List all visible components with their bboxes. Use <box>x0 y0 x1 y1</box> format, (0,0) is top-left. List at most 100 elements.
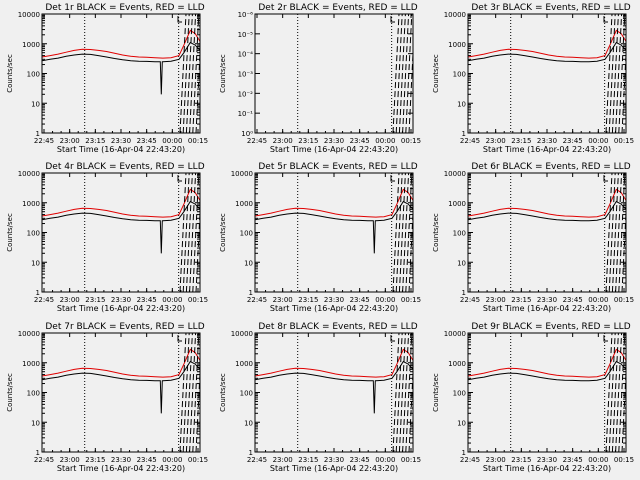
events-series-line <box>255 200 413 254</box>
x-tick-label: 00:15 <box>188 456 208 464</box>
x-tick-label: 00:00 <box>162 137 182 145</box>
panel-title: Det 1r BLACK = Events, RED = LLD <box>45 3 204 13</box>
dashed-marker <box>618 14 626 133</box>
panel-1: Det 1r BLACK = Events, RED = LLD 1 10 100 10… <box>6 3 208 154</box>
x-tick-label: 00:15 <box>401 456 421 464</box>
y-axis-label: Counts/sec <box>219 213 227 252</box>
plot-frame <box>467 13 627 134</box>
panel-title: Det 4r BLACK = Events, RED = LLD <box>45 162 204 172</box>
x-tick-label: 23:15 <box>85 137 105 145</box>
x-tick-label: 23:30 <box>324 296 344 304</box>
events-series-line <box>255 360 413 414</box>
events-series-line <box>468 200 626 222</box>
x-tick-label: 22:45 <box>460 296 480 304</box>
x-tick-label: 00:15 <box>614 137 634 145</box>
y-tick-label: 10 <box>244 259 253 267</box>
x-tick-label: 23:15 <box>85 296 105 304</box>
panel-title: Det 8r BLACK = Events, RED = LLD <box>258 322 417 332</box>
bracket-marker <box>177 16 182 23</box>
y-tick-label: 1000 <box>448 360 466 368</box>
events-series-line <box>468 360 626 382</box>
x-axis-label: Start Time (16-Apr-04 22:43:20) <box>270 304 398 313</box>
x-tick-label: 23:15 <box>298 137 318 145</box>
y-tick-label: 1000 <box>22 41 40 49</box>
x-axis-label: Start Time (16-Apr-04 22:43:20) <box>270 464 398 473</box>
x-axis-label: Start Time (16-Apr-04 22:43:20) <box>270 145 398 154</box>
panel-title: Det 2r BLACK = Events, RED = LLD <box>258 3 417 13</box>
dashed-marker <box>179 14 187 133</box>
dashed-marker <box>405 14 413 133</box>
y-tick-label: 1 <box>36 130 40 138</box>
dashed-marker <box>398 14 406 133</box>
dashed-marker <box>189 14 197 133</box>
lld-series-line <box>255 188 413 218</box>
x-tick-label: 23:00 <box>273 296 293 304</box>
lld-series-line <box>468 188 626 218</box>
panel-7: Det 7r BLACK = Events, RED = LLD 1 10 100 10… <box>6 322 208 473</box>
dashed-marker <box>392 173 400 292</box>
y-tick-label: 10 <box>457 259 466 267</box>
y-axis-label: Counts/sec <box>219 373 227 412</box>
x-tick-label: 22:45 <box>34 296 54 304</box>
y-tick-label: 10000 <box>18 330 40 338</box>
panel-6: Det 6r BLACK = Events, RED = LLD 1 10 100 10… <box>432 162 634 313</box>
dashed-marker <box>611 14 619 133</box>
dashed-marker <box>608 333 616 452</box>
dashed-marker <box>615 173 623 292</box>
plot-frame <box>254 13 414 134</box>
dashed-marker <box>392 14 400 133</box>
y-tick-label: 1000 <box>235 200 253 208</box>
panel-2: Det 2r BLACK = Events, RED = LLD 10⁰ 10⁻¹ 1… <box>219 3 421 154</box>
dashed-marker <box>185 333 193 452</box>
y-tick-label: 10 <box>457 419 466 427</box>
y-tick-label: 10000 <box>444 330 466 338</box>
x-tick-label: 00:00 <box>162 456 182 464</box>
y-tick-label: 1000 <box>22 200 40 208</box>
x-tick-label: 23:30 <box>324 456 344 464</box>
dashed-marker <box>395 14 403 133</box>
y-tick-label: 10 <box>244 419 253 427</box>
dashed-marker <box>182 14 190 133</box>
events-series-line <box>468 41 626 63</box>
x-tick-label: 23:15 <box>511 456 531 464</box>
dashed-marker <box>182 173 190 292</box>
x-tick-label: 23:45 <box>350 296 370 304</box>
panel-title: Det 5r BLACK = Events, RED = LLD <box>258 162 417 172</box>
x-tick-label: 23:15 <box>511 137 531 145</box>
y-axis-label: Counts/sec <box>432 373 440 412</box>
dashed-marker <box>395 333 403 452</box>
x-axis-label: Start Time (16-Apr-04 22:43:20) <box>483 145 611 154</box>
y-tick-label: 10⁻⁶ <box>238 11 254 19</box>
plot-frame <box>254 332 414 453</box>
events-series-line <box>42 41 200 95</box>
dashed-marker <box>395 173 403 292</box>
bracket-marker <box>177 335 182 342</box>
x-tick-label: 22:45 <box>460 137 480 145</box>
dashed-marker <box>408 43 413 133</box>
lld-series-line <box>42 348 200 378</box>
dashed-marker <box>618 173 626 292</box>
plot-frame <box>254 172 414 293</box>
x-tick-label: 22:45 <box>247 456 267 464</box>
y-tick-label: 10000 <box>444 11 466 19</box>
x-tick-label: 23:30 <box>111 296 131 304</box>
dashed-marker <box>611 333 619 452</box>
y-axis-label: Counts/sec <box>6 373 14 412</box>
bracket-marker <box>390 16 395 23</box>
y-tick-label: 1000 <box>448 41 466 49</box>
y-tick-label: 10 <box>457 100 466 108</box>
y-tick-label: 10⁻⁴ <box>238 51 254 59</box>
dashed-marker <box>192 333 200 452</box>
panel-9: Det 9r BLACK = Events, RED = LLD 1 10 100 10… <box>432 322 634 473</box>
lld-series-line <box>468 29 626 59</box>
x-tick-label: 23:45 <box>137 296 157 304</box>
y-tick-label: 10000 <box>18 170 40 178</box>
plot-frame <box>41 332 201 453</box>
y-tick-label: 1 <box>249 289 253 297</box>
y-tick-label: 10000 <box>444 170 466 178</box>
dashed-marker <box>392 333 400 452</box>
dashed-marker <box>408 202 413 292</box>
x-tick-label: 23:00 <box>273 137 293 145</box>
x-axis-label: Start Time (16-Apr-04 22:43:20) <box>57 145 185 154</box>
dashed-marker <box>195 202 200 292</box>
